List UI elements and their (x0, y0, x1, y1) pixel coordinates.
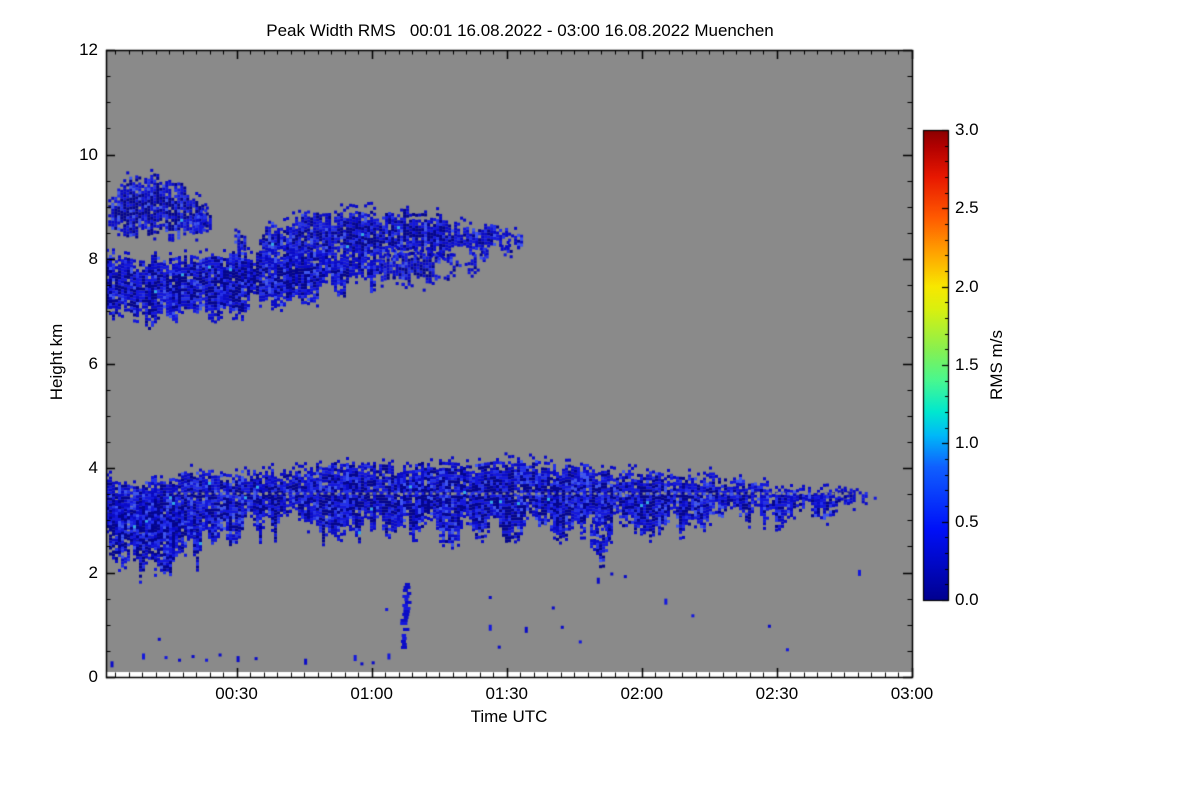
x-tick-label: 00:30 (215, 684, 258, 703)
colorbar-tick-label: 3.0 (955, 120, 979, 139)
x-tick-label: 03:00 (890, 684, 934, 703)
y-tick-label: 2 (88, 562, 98, 582)
x-tick-label: 01:00 (350, 684, 393, 703)
colorbar-tick-label: 2.0 (955, 276, 979, 296)
y-tick-label: 6 (88, 353, 98, 373)
plot-title: Peak Width RMS 00:01 16.08.2022 - 03:00 … (266, 21, 774, 40)
colorbar-tick-label: 1.0 (955, 433, 979, 453)
x-axis-title: Time UTC (470, 707, 548, 726)
colorbar-tick-label: 0.5 (955, 511, 979, 531)
colorbar-tick-label: 1.5 (955, 355, 979, 374)
colorbar-tick-label: 0.0 (955, 590, 979, 609)
x-tick-label: 01:30 (485, 684, 528, 703)
y-tick-label: 0 (88, 667, 98, 686)
x-tick-label: 02:00 (620, 684, 664, 703)
y-tick-label: 8 (88, 249, 98, 268)
y-tick-label: 12 (79, 40, 98, 59)
y-tick-label: 10 (79, 144, 98, 164)
colorbar-tick-label: 2.5 (955, 198, 979, 218)
y-tick-label: 4 (88, 458, 98, 477)
x-tick-label: 02:30 (755, 684, 799, 703)
